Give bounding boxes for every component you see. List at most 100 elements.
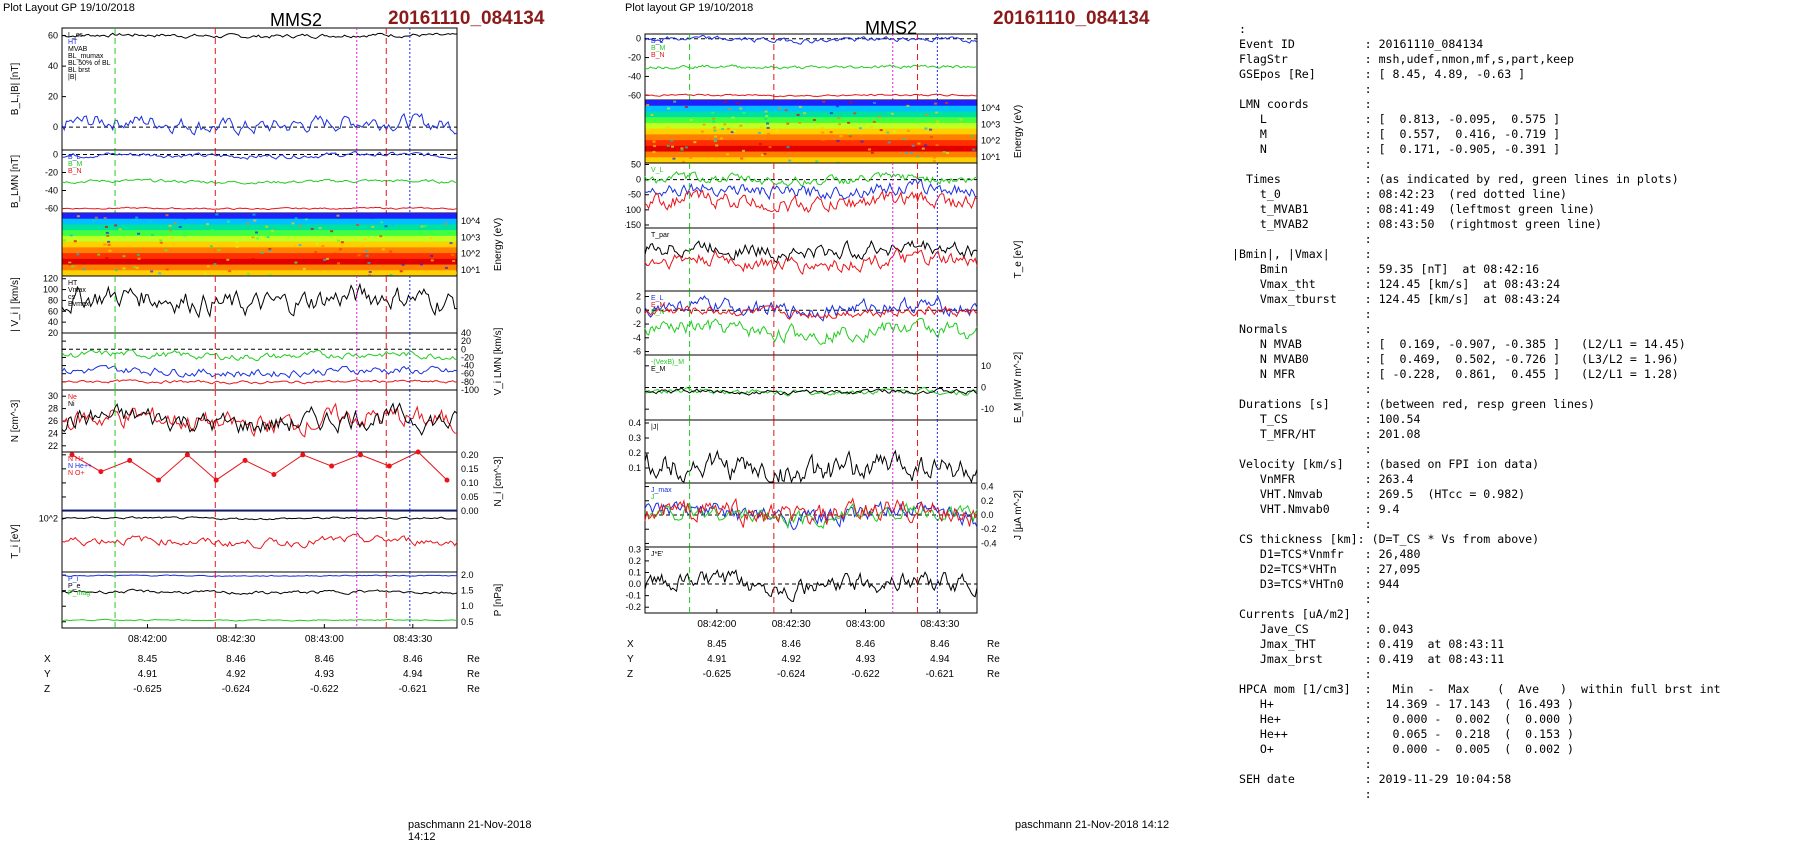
- spectrogram-band: [645, 100, 977, 107]
- tick-label: 10^4: [461, 216, 480, 226]
- tick-label: 0.05: [461, 492, 479, 502]
- spectrogram-speckle: [646, 129, 650, 132]
- spectrogram-band: [62, 270, 457, 277]
- spectrogram-speckle: [730, 131, 734, 134]
- spectrogram-speckle: [380, 221, 384, 224]
- legend-entry: J: [651, 494, 655, 501]
- position-row-label: Y: [627, 654, 634, 665]
- spectrogram-speckle: [665, 157, 669, 160]
- legend-entry: N H+: [68, 456, 84, 463]
- series-line: [71, 451, 448, 481]
- series-line: [644, 386, 978, 397]
- panel-ylabel: N [cm^-3]: [10, 400, 21, 443]
- spectrogram-speckle: [370, 216, 374, 219]
- info-line: Bmin : 59.35 [nT] at 08:42:16: [1259, 262, 1540, 276]
- left-figure: Plot Layout GP 19/10/2018 MMS2 20161110_…: [0, 0, 560, 843]
- tick-label: -6: [633, 347, 641, 357]
- spectrogram-speckle: [368, 273, 372, 276]
- spectrogram-band: [62, 241, 457, 248]
- spectrogram-speckle: [763, 152, 767, 155]
- tick-label: 40: [48, 317, 58, 327]
- spectrogram-band: [62, 264, 457, 271]
- info-line: VnMFR : 263.4: [1259, 472, 1414, 486]
- info-line: VHT.Nmvab : 269.5 (HTcc = 0.982): [1259, 487, 1526, 501]
- tick-label: 10^1: [461, 265, 480, 275]
- spectrogram-speckle: [683, 138, 687, 141]
- spectrogram-speckle: [368, 270, 372, 273]
- spectrogram-speckle: [310, 227, 314, 230]
- spectrogram-speckle: [226, 258, 230, 261]
- spectrogram-speckle: [934, 102, 938, 105]
- spectrogram-speckle: [925, 113, 929, 116]
- spectrogram-speckle: [314, 251, 318, 254]
- spectrogram-speckle: [108, 249, 112, 252]
- spectrogram-speckle: [929, 128, 933, 131]
- spectrogram-speckle: [266, 236, 270, 239]
- panel-ylabel: J [μA m^-2]: [1013, 490, 1024, 540]
- legend-entry: L_cs: [68, 32, 83, 39]
- info-line: t_MVAB1 : 08:41:49 (leftmost green line): [1259, 202, 1595, 216]
- spectrogram-speckle: [847, 121, 851, 124]
- spectrogram-speckle: [930, 140, 934, 143]
- spectrogram-speckle: [104, 225, 108, 228]
- spectrogram-speckle: [381, 248, 385, 251]
- position-value: -0.625: [703, 669, 732, 680]
- spectrogram-speckle: [670, 139, 674, 142]
- spectrogram-speckle: [150, 233, 154, 236]
- spectrogram-speckle: [796, 113, 800, 116]
- panel-frame: [644, 546, 978, 614]
- tick-label: 10^3: [461, 232, 480, 242]
- tick-label: 60: [48, 31, 58, 41]
- legend-entry: P_e: [68, 583, 81, 590]
- legend-entry: B_L: [651, 38, 664, 45]
- tick-label: 30: [48, 391, 58, 401]
- spectrogram-speckle: [812, 118, 816, 121]
- spectrogram-speckle: [255, 237, 259, 240]
- info-line: D3=TCS*VHTn0 : 944: [1259, 577, 1400, 591]
- tick-label: -60: [45, 204, 58, 214]
- spectrogram-speckle: [107, 240, 111, 243]
- tick-label: -100: [461, 385, 479, 395]
- spectrogram-speckle: [117, 223, 121, 226]
- spectrogram-speckle: [298, 244, 302, 247]
- spectrogram-speckle: [821, 131, 825, 134]
- spectrogram-band: [645, 151, 977, 158]
- series-line: [644, 569, 978, 603]
- spectrogram-speckle: [942, 151, 946, 154]
- position-value: 8.46: [315, 654, 335, 665]
- spectrogram-speckle: [423, 225, 427, 228]
- series-line: [644, 387, 978, 396]
- position-row-label: X: [44, 654, 51, 665]
- position-unit: Re: [467, 684, 480, 695]
- legend-entry: J_max: [651, 487, 672, 494]
- spectrogram-speckle: [829, 112, 833, 115]
- spectrogram-speckle: [741, 149, 745, 152]
- spectrogram-speckle: [164, 249, 168, 252]
- panel-ylabel: Energy (eV): [1013, 105, 1024, 158]
- series-line: [644, 239, 978, 264]
- legend-entry: -(VexB)_M: [651, 359, 684, 366]
- position-value: 8.46: [856, 639, 876, 650]
- spectrogram-speckle: [94, 216, 98, 219]
- tick-label: 1.0: [461, 601, 474, 611]
- tick-label: 0.00: [461, 506, 479, 516]
- spacecraft-title: MMS2: [865, 18, 918, 38]
- spectrogram-speckle: [449, 242, 453, 245]
- tick-label: 100: [43, 285, 58, 295]
- spectrogram-speckle: [340, 241, 344, 244]
- tick-label: -40: [628, 71, 641, 81]
- spectrogram-speckle: [848, 135, 852, 138]
- spectrogram-speckle: [337, 262, 341, 265]
- spectrogram-speckle: [936, 120, 940, 123]
- spectrogram-speckle: [106, 234, 110, 237]
- spectrogram-speckle: [217, 248, 221, 251]
- spectrogram-speckle: [719, 137, 723, 140]
- spectrogram-speckle: [742, 111, 746, 114]
- info-line: :: [1364, 307, 1372, 321]
- time-tick-label: 08:43:30: [920, 619, 959, 630]
- spectrogram-speckle: [972, 148, 976, 151]
- spectrogram-speckle: [948, 128, 952, 131]
- spectrogram-speckle: [929, 136, 933, 139]
- series-line: [61, 574, 458, 577]
